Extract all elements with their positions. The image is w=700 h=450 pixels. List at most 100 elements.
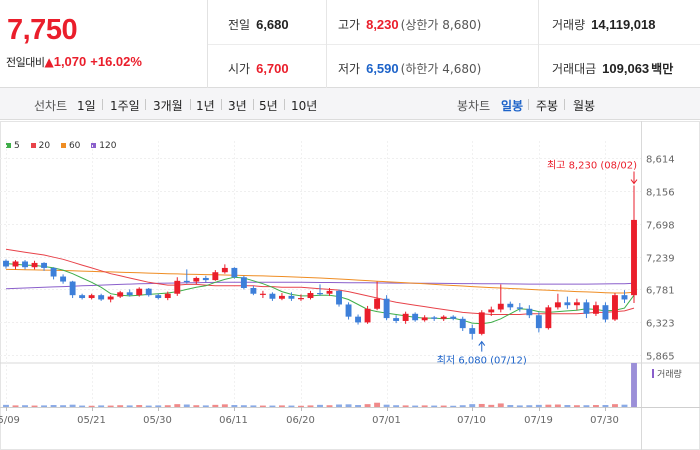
- volume-bar: [117, 405, 124, 407]
- max-annotation: 최고 8,230 (08/02): [547, 160, 637, 172]
- toolbar-separator: [145, 99, 146, 110]
- y-tick-label: 7,698: [646, 221, 675, 232]
- volume-bar: [621, 404, 628, 407]
- up-arrow-icon: ▲: [44, 55, 54, 69]
- x-tick-label: 05/30: [143, 415, 172, 426]
- candle-body: [545, 307, 552, 329]
- candle-body: [450, 316, 457, 319]
- volume-bar: [602, 405, 609, 407]
- candle-body: [145, 288, 152, 296]
- volume-bar: [612, 404, 618, 407]
- candle-body: [374, 298, 381, 309]
- candle-body: [3, 260, 9, 267]
- volume-bar: [107, 405, 114, 407]
- x-tick-label: 06/20: [286, 415, 315, 426]
- high-stat: 고가 8,230 (상한가 8,680): [338, 16, 481, 33]
- volume-bar: [41, 405, 48, 407]
- price-box: 7,750 전일대비▲1,070 +16.02%: [0, 0, 208, 88]
- volume-bar: [326, 405, 333, 407]
- volume-bar-latest: [631, 365, 637, 407]
- volume-bar: [12, 405, 19, 407]
- candle-body: [469, 328, 476, 334]
- toolbar-separator: [221, 99, 222, 110]
- candle-body: [117, 292, 124, 297]
- volume-bar: [259, 405, 266, 407]
- monthly-candle-button[interactable]: 월봉: [573, 99, 596, 113]
- period-3m-button[interactable]: 3개월: [153, 99, 183, 113]
- volume-bar: [240, 405, 247, 407]
- volume-bar: [526, 405, 533, 407]
- change-percent: +16.02%: [90, 54, 142, 69]
- candle-body: [345, 304, 352, 317]
- down-arrow-icon: [630, 179, 638, 185]
- period-3y-button[interactable]: 3년: [228, 99, 247, 113]
- legend-swatch: [6, 143, 11, 148]
- x-tick-label: 07/30: [590, 415, 619, 426]
- volume-bar: [554, 404, 561, 407]
- volume-bar: [31, 405, 38, 407]
- candle-chart-label: 봉차트: [457, 99, 491, 113]
- volume-bar: [60, 405, 67, 407]
- period-5y-button[interactable]: 5년: [259, 99, 278, 113]
- period-1w-button[interactable]: 1주일: [110, 99, 140, 113]
- x-tick-label: 07/01: [372, 415, 401, 426]
- daily-candle-button[interactable]: 일봉: [501, 99, 524, 113]
- volume-bar: [478, 403, 485, 407]
- candle-body: [250, 287, 257, 294]
- legend-label: 60: [68, 141, 81, 151]
- volume-bar: [307, 405, 314, 407]
- change-row: 전일대비▲1,070 +16.02%: [6, 54, 142, 70]
- volume-bar: [488, 404, 495, 407]
- legend-ma120: 120: [91, 141, 116, 151]
- y-tick-label: 8,614: [646, 155, 675, 166]
- volume-legend-swatch: [652, 369, 654, 378]
- legend-ma60: 60: [60, 141, 81, 151]
- low-value: 6,590: [366, 61, 399, 76]
- period-1d-button[interactable]: 1일: [77, 99, 96, 113]
- volume-bar: [155, 405, 162, 407]
- volume-bar: [545, 404, 552, 407]
- candle-body: [60, 276, 67, 282]
- volume-bar: [564, 405, 571, 407]
- candle-body: [431, 317, 438, 319]
- volume-bar: [212, 404, 219, 407]
- low-label: 저가: [338, 62, 361, 76]
- legend-swatch: [60, 143, 66, 148]
- amount-stat: 거래대금 109,063 백만: [552, 60, 673, 77]
- period-1y-button[interactable]: 1년: [196, 99, 215, 113]
- current-price: 7,750: [7, 14, 78, 46]
- volume-bar: [126, 405, 133, 407]
- legend-label: 20: [38, 141, 51, 151]
- amount-label: 거래대금: [552, 62, 597, 76]
- change-value: 1,070: [53, 54, 87, 69]
- volume-value: 14,119,018: [591, 17, 656, 32]
- candle-body: [22, 261, 28, 268]
- open-label: 시가: [228, 62, 251, 76]
- chart-toolbar: 선차트 1일 1주일 3개월 1년 3년 5년 10년 봉차트 일봉 주봉 월봉: [0, 88, 700, 120]
- upper-limit: (상한가 8,680): [400, 18, 482, 32]
- toolbar-separator: [190, 99, 191, 110]
- volume-bar: [174, 404, 181, 407]
- weekly-candle-button[interactable]: 주봉: [536, 99, 559, 113]
- period-10y-button[interactable]: 10년: [291, 99, 318, 113]
- volume-bar: [98, 405, 105, 407]
- candle-body: [459, 318, 466, 329]
- candle-body: [69, 281, 76, 296]
- candle-body: [383, 298, 390, 319]
- candle-body: [174, 280, 181, 294]
- price-chart-area[interactable]: 5 20 60 120 8,614 8,156 7,698 7,239 6,781 6,3…: [0, 121, 700, 450]
- volume-legend-label: 거래량: [657, 368, 682, 380]
- x-tick-label: 06/11: [219, 415, 248, 426]
- volume-bar: [383, 404, 390, 407]
- volume-bar: [145, 405, 152, 407]
- candle-body: [612, 295, 618, 320]
- candle-body: [50, 267, 57, 277]
- volume-bar: [459, 405, 466, 407]
- volume-stat: 거래량 14,119,018: [552, 16, 655, 33]
- candle-body: [573, 302, 580, 306]
- volume-bar: [3, 404, 9, 407]
- x-tick-label: 05/09: [0, 415, 20, 426]
- volume-bar: [250, 405, 257, 407]
- volume-label: 거래량: [552, 18, 586, 32]
- candle-body: [307, 293, 314, 299]
